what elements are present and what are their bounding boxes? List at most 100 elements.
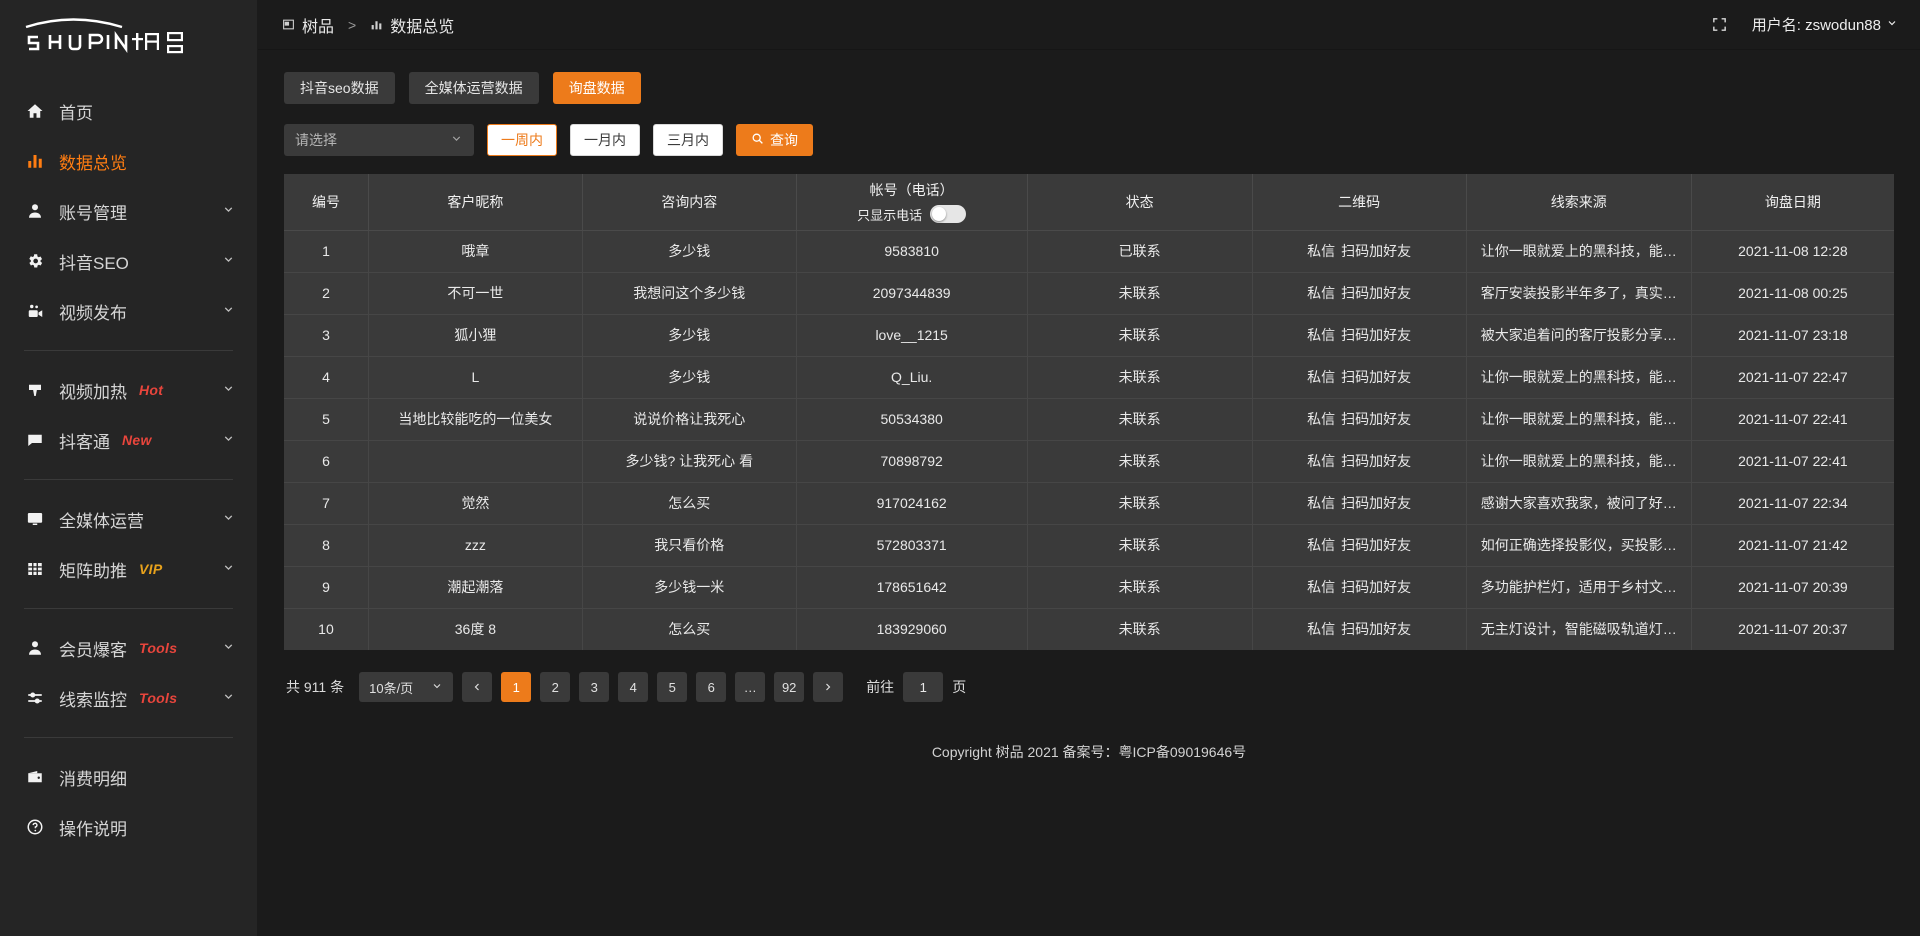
qr-action-add-friend[interactable]: 扫码加好友	[1341, 579, 1412, 595]
qr-action-add-friend[interactable]: 扫码加好友	[1341, 453, 1412, 469]
sidebar-item-matrix-boost[interactable]: 矩阵助推 VIP	[0, 544, 257, 594]
col-header-nickname: 客户昵称	[368, 174, 583, 231]
search-button[interactable]: 查询	[736, 124, 813, 156]
pagination-page-1[interactable]: 1	[501, 672, 532, 702]
sidebar-item-omni-media[interactable]: 全媒体运营	[0, 494, 257, 544]
cell-nickname: 36度 8	[368, 608, 583, 650]
qr-action-add-friend[interactable]: 扫码加好友	[1341, 327, 1412, 343]
qr-action-dm[interactable]: 私信	[1307, 537, 1336, 553]
cell-nickname: 不可一世	[368, 272, 583, 315]
cell-id: 5	[284, 398, 369, 441]
qr-action-add-friend[interactable]: 扫码加好友	[1341, 411, 1412, 427]
breadcrumb-item-shupin[interactable]: 树品	[282, 13, 334, 37]
tab-inquiry-data[interactable]: 询盘数据	[552, 72, 641, 104]
sidebar-item-clue-monitor[interactable]: 线索监控 Tools	[0, 673, 257, 723]
range-button-one-month[interactable]: 一月内	[570, 124, 640, 156]
user-menu[interactable]: 用户名: zswodun88	[1752, 14, 1898, 35]
cell-id: 8	[284, 524, 369, 567]
table-row[interactable]: 4 L 多少钱 Q_Liu. 未联系 私信 扫码加好友 让你一眼就爱上的黑科技，能… 2021-…	[284, 356, 1894, 399]
chevron-down-icon	[1886, 16, 1898, 33]
table-row[interactable]: 3 狐小狸 多少钱 love__1215 未联系 私信 扫码加好友 被大家追着问的客厅投影分享…	[284, 314, 1894, 357]
qr-action-dm[interactable]: 私信	[1307, 579, 1336, 595]
cell-source[interactable]: 无主灯设计，智能磁吸轨道灯…	[1466, 608, 1692, 650]
chevron-down-icon	[222, 638, 235, 658]
range-button-three-months[interactable]: 三月内	[653, 124, 723, 156]
table-row[interactable]: 2 不可一世 我想问这个多少钱 2097344839 未联系 私信 扫码加好友 客厅安装投影半…	[284, 272, 1894, 315]
qr-action-dm[interactable]: 私信	[1307, 411, 1336, 427]
range-button-one-week[interactable]: 一周内	[487, 124, 557, 156]
account-select[interactable]: 请选择	[284, 124, 474, 156]
qr-action-add-friend[interactable]: 扫码加好友	[1341, 495, 1412, 511]
tab-douyin-seo-data[interactable]: 抖音seo数据	[284, 72, 395, 104]
tab-omni-media-data[interactable]: 全媒体运营数据	[408, 72, 539, 104]
cell-source[interactable]: 客厅安装投影半年多了，真实…	[1466, 272, 1692, 315]
sidebar-item-home[interactable]: 首页	[0, 86, 257, 136]
qr-action-dm[interactable]: 私信	[1307, 495, 1336, 511]
qr-action-dm[interactable]: 私信	[1307, 243, 1336, 259]
cell-source[interactable]: 让你一眼就爱上的黑科技，能…	[1466, 440, 1692, 483]
sidebar-item-video-publish[interactable]: 视频发布	[0, 286, 257, 336]
cell-qrcode[interactable]: 私信 扫码加好友	[1252, 356, 1467, 399]
pagination-page-3[interactable]: 3	[579, 672, 610, 702]
pagination-page-4[interactable]: 4	[618, 672, 649, 702]
cell-source[interactable]: 多功能护栏灯，适用于乡村文…	[1466, 566, 1692, 609]
cell-status: 未联系	[1027, 314, 1253, 357]
goto-unit: 页	[952, 679, 967, 695]
cell-qrcode[interactable]: 私信 扫码加好友	[1252, 440, 1467, 483]
pagination-next[interactable]	[813, 672, 844, 702]
qr-action-add-friend[interactable]: 扫码加好友	[1341, 243, 1412, 259]
table-row[interactable]: 7 觉然 怎么买 917024162 未联系 私信 扫码加好友 感谢大家喜欢我家，被问了好… 2…	[284, 482, 1894, 525]
fullscreen-icon[interactable]	[1711, 16, 1728, 33]
qr-action-dm[interactable]: 私信	[1307, 369, 1336, 385]
table-row[interactable]: 9 潮起潮落 多少钱一米 178651642 未联系 私信 扫码加好友 多功能护栏灯，适用于乡…	[284, 566, 1894, 609]
table-row[interactable]: 1 哦章 多少钱 9583810 已联系 私信 扫码加好友 让你一眼就爱上的黑科技，能… 202…	[284, 230, 1894, 273]
qr-action-dm[interactable]: 私信	[1307, 285, 1336, 301]
cell-qrcode[interactable]: 私信 扫码加好友	[1252, 314, 1467, 357]
qr-action-dm[interactable]: 私信	[1307, 621, 1336, 638]
cell-content: 多少钱一米	[582, 566, 797, 609]
sidebar-divider	[24, 479, 233, 480]
qr-action-dm[interactable]: 私信	[1307, 327, 1336, 343]
cell-source[interactable]: 如何正确选择投影仪，买投影…	[1466, 524, 1692, 567]
qr-action-add-friend[interactable]: 扫码加好友	[1341, 621, 1412, 638]
cell-qrcode[interactable]: 私信 扫码加好友	[1252, 608, 1467, 650]
qr-action-add-friend[interactable]: 扫码加好友	[1341, 285, 1412, 301]
cell-source[interactable]: 让你一眼就爱上的黑科技，能…	[1466, 230, 1692, 273]
pagination-page-92[interactable]: 92	[774, 672, 805, 702]
cell-source[interactable]: 让你一眼就爱上的黑科技，能…	[1466, 356, 1692, 399]
breadcrumb-item-data-overview[interactable]: 数据总览	[370, 13, 454, 37]
sidebar-item-data-overview[interactable]: 数据总览	[0, 136, 257, 186]
sidebar-item-billing-details[interactable]: 消费明细	[0, 752, 257, 802]
sidebar-item-video-boost[interactable]: 视频加热 Hot	[0, 365, 257, 415]
cell-qrcode[interactable]: 私信 扫码加好友	[1252, 524, 1467, 567]
table-row[interactable]: 8 zzz 我只看价格 572803371 未联系 私信 扫码加好友 如何正确选择投影仪，买投…	[284, 524, 1894, 567]
pagination-page-6[interactable]: 6	[696, 672, 727, 702]
phone-only-toggle[interactable]	[930, 205, 967, 224]
qr-action-add-friend[interactable]: 扫码加好友	[1341, 369, 1412, 385]
table-row[interactable]: 10 36度 8 怎么买 183929060 未联系 私信 扫码加好友 无主灯设计，智能磁吸轨…	[284, 608, 1894, 650]
qr-action-dm[interactable]: 私信	[1307, 453, 1336, 469]
page-size-select[interactable]: 10条/页	[359, 672, 454, 702]
goto-page-input[interactable]	[903, 672, 944, 702]
cell-source[interactable]: 被大家追着问的客厅投影分享…	[1466, 314, 1692, 357]
cell-qrcode[interactable]: 私信 扫码加好友	[1252, 272, 1467, 315]
qr-action-add-friend[interactable]: 扫码加好友	[1341, 537, 1412, 553]
table-row[interactable]: 5 当地比较能吃的一位美女 说说价格让我死心 50534380 未联系 私信 扫码加好友 让你…	[284, 398, 1894, 441]
cell-source[interactable]: 让你一眼就爱上的黑科技，能…	[1466, 398, 1692, 441]
brand-logo[interactable]	[0, 0, 257, 72]
cell-qrcode[interactable]: 私信 扫码加好友	[1252, 566, 1467, 609]
cell-source[interactable]: 感谢大家喜欢我家，被问了好…	[1466, 482, 1692, 525]
cell-qrcode[interactable]: 私信 扫码加好友	[1252, 398, 1467, 441]
table-row[interactable]: 6 多少钱? 让我死心 看 70898792 未联系 私信 扫码加好友 让你一眼就爱上的黑科…	[284, 440, 1894, 483]
pagination-ellipsis[interactable]: …	[735, 672, 766, 702]
sidebar-item-account-management[interactable]: 账号管理	[0, 186, 257, 236]
cell-qrcode[interactable]: 私信 扫码加好友	[1252, 230, 1467, 273]
pagination-page-5[interactable]: 5	[657, 672, 688, 702]
sidebar-item-douketong[interactable]: 抖客通 New	[0, 415, 257, 465]
sidebar-item-douyin-seo[interactable]: 抖音SEO	[0, 236, 257, 286]
pagination-page-2[interactable]: 2	[540, 672, 571, 702]
sidebar-item-member-boom[interactable]: 会员爆客 Tools	[0, 623, 257, 673]
cell-qrcode[interactable]: 私信 扫码加好友	[1252, 482, 1467, 525]
sidebar-item-instructions[interactable]: 操作说明	[0, 802, 257, 852]
pagination-prev[interactable]	[462, 672, 493, 702]
